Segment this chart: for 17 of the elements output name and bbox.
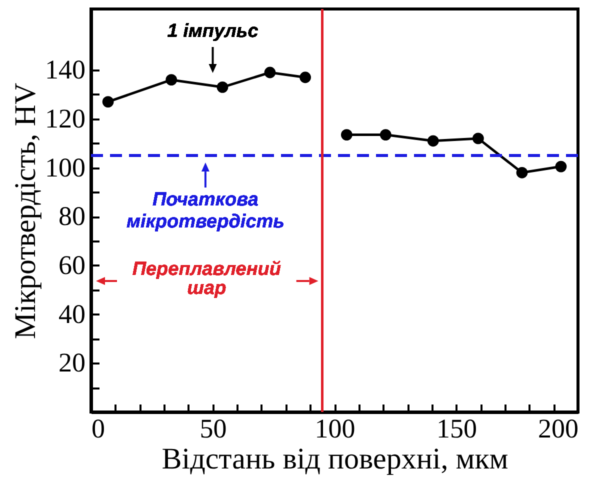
x-tick-label: 0 — [92, 414, 105, 444]
x-tick-label: 150 — [436, 414, 477, 444]
y-tick-label: 60 — [58, 250, 86, 280]
legend-label: Початкова мікротвердість — [126, 190, 284, 233]
x-tick-label: 50 — [200, 414, 227, 444]
y-tick-label: 100 — [45, 152, 86, 182]
x-axis-title: Відстань від поверхні, мкм — [162, 442, 508, 476]
x-tick-label: 100 — [314, 414, 356, 444]
y-tick-label: 40 — [58, 298, 86, 329]
y-tick-label: 80 — [58, 201, 86, 232]
x-tick-label: 200 — [538, 414, 578, 444]
annotation: 1 імпульс — [167, 21, 259, 42]
y-tick-label: 140 — [45, 54, 86, 85]
y-tick-label: 20 — [58, 348, 86, 378]
annotation: Переплавлений шар — [132, 259, 282, 299]
y-axis-title: Мікротвердість, HV — [9, 82, 42, 340]
y-tick-label: 120 — [45, 103, 86, 134]
